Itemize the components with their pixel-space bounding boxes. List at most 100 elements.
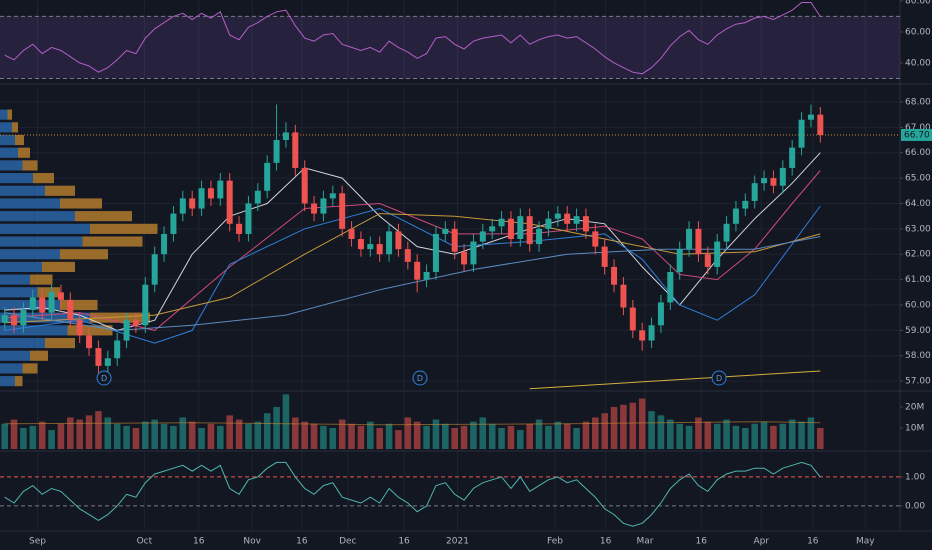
candle-body	[123, 320, 130, 341]
volume-bar	[151, 419, 158, 449]
candle-body	[292, 132, 299, 168]
candle-body	[526, 216, 533, 245]
profile-up	[0, 376, 15, 387]
candle-body	[39, 297, 46, 313]
profile-down	[60, 249, 108, 260]
volume-bar	[563, 423, 571, 449]
volume-bar	[67, 417, 74, 449]
y-tick-label: 0.00	[905, 501, 925, 511]
y-tick-label: 65.00	[905, 174, 931, 184]
profile-down	[82, 236, 143, 247]
y-tick-label: 58.00	[905, 351, 931, 361]
profile-down	[67, 325, 113, 336]
candle-body	[311, 203, 318, 214]
candle-body	[648, 325, 655, 341]
volume-bar	[226, 415, 233, 449]
profile-up	[0, 223, 90, 234]
volume-bar	[132, 427, 140, 449]
moving-average	[4, 213, 821, 324]
candle-body	[639, 330, 646, 341]
volume-bar	[1, 423, 8, 449]
candle-body	[376, 244, 383, 255]
profile-down	[75, 211, 132, 222]
volume-bar	[432, 419, 440, 449]
volume-bar	[779, 423, 787, 449]
candle-body	[629, 307, 636, 331]
volume-bar	[254, 421, 262, 449]
candle-body	[582, 216, 589, 232]
candle-body	[432, 233, 439, 272]
volume-bar	[451, 427, 458, 449]
candle-body	[704, 254, 711, 267]
volume-bar	[273, 406, 280, 449]
volume-bar	[488, 423, 496, 449]
candle-body	[545, 218, 552, 229]
candle-body	[273, 140, 280, 163]
x-tick-label: Oct	[137, 537, 153, 547]
candle-body	[132, 320, 139, 326]
volume-bar	[695, 417, 702, 449]
candle-body	[714, 241, 721, 267]
profile-up	[0, 198, 60, 209]
y-tick-label: 64.00	[905, 199, 931, 209]
profile-up	[0, 363, 23, 374]
candle-body	[226, 180, 233, 224]
profile-down	[22, 363, 38, 374]
volume-bar	[460, 425, 468, 449]
candle-body	[198, 188, 205, 209]
volume-bar	[263, 413, 271, 449]
profile-down	[90, 223, 158, 234]
y-tick-label: 67.00	[905, 123, 931, 133]
profile-up	[0, 185, 45, 196]
profile-down	[18, 147, 30, 158]
volume-bar	[170, 425, 177, 449]
x-tick-label: Mar	[637, 537, 654, 547]
volume-bar	[245, 423, 252, 449]
profile-up	[0, 122, 12, 133]
indicator-line	[4, 461, 821, 527]
candle-body	[817, 114, 824, 135]
volume-bar	[217, 425, 224, 449]
volume-bar	[770, 425, 777, 449]
volume-bar	[479, 417, 487, 449]
volume-bar	[367, 421, 374, 449]
candle-body	[151, 254, 158, 285]
candle-body	[507, 218, 514, 239]
y-tick-label: 60.00	[905, 27, 931, 37]
volume-bar	[638, 398, 646, 449]
candle-body	[357, 239, 364, 250]
last-price-tag	[901, 128, 932, 141]
volume-bar	[554, 421, 562, 449]
candle-body	[236, 223, 243, 234]
candle-body	[170, 213, 177, 234]
volume-bar	[348, 423, 355, 449]
volume-bar	[76, 419, 83, 449]
volume-bar	[57, 423, 65, 449]
profile-up	[0, 236, 83, 247]
profile-down	[15, 376, 23, 387]
volume-bar	[713, 423, 721, 449]
volume-bar	[807, 417, 815, 449]
candle-body	[11, 315, 18, 326]
candle-body	[404, 249, 411, 262]
volume-bar	[10, 419, 18, 449]
x-tick-label: Nov	[243, 537, 261, 547]
candle-body	[601, 246, 608, 267]
volume-bar	[142, 421, 149, 449]
volume-bar	[104, 417, 112, 449]
profile-down	[45, 337, 75, 349]
candle-body	[442, 228, 449, 234]
x-tick-label: Dec	[339, 537, 356, 547]
volume-bar	[329, 427, 337, 449]
x-tick-label: May	[856, 537, 875, 547]
dividend-label: D	[716, 374, 722, 383]
volume-bar	[38, 421, 46, 449]
candle-body	[564, 213, 571, 224]
candle-body	[254, 190, 261, 204]
y-tick-label: 66.00	[905, 148, 931, 158]
moving-average	[4, 205, 821, 344]
profile-down	[22, 160, 38, 171]
candle-body	[742, 200, 749, 209]
dividend-label: D	[417, 374, 423, 383]
